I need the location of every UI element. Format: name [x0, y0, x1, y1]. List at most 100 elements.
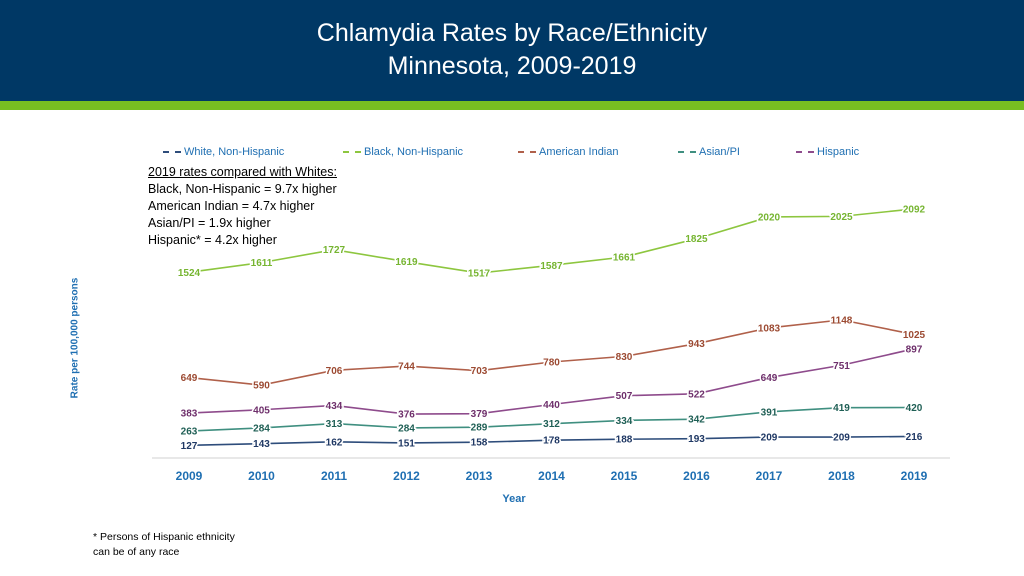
data-label: 1619 — [395, 257, 418, 268]
data-label: 284 — [253, 423, 270, 434]
legend-item-white: White, Non-Hispanic — [163, 146, 284, 158]
data-label: 151 — [398, 438, 415, 449]
data-label: 1825 — [685, 234, 708, 245]
x-axis-label: Year — [502, 493, 526, 505]
x-tick-label: 2011 — [321, 469, 347, 483]
x-tick-label: 2019 — [901, 469, 928, 483]
data-label: 284 — [398, 423, 415, 434]
data-label: 1727 — [323, 245, 346, 256]
data-label: 379 — [471, 409, 488, 420]
data-label: 127 — [181, 441, 198, 452]
data-label: 342 — [688, 415, 705, 426]
notes-heading: 2019 rates compared with Whites: — [148, 165, 337, 179]
series-line-black-non-hispanic — [188, 208, 915, 274]
note-line: Black, Non-Hispanic = 9.7x higher — [148, 182, 337, 196]
data-label: 405 — [253, 405, 270, 416]
data-label: 2092 — [903, 204, 926, 215]
data-label: 434 — [326, 401, 343, 412]
data-label: 158 — [471, 438, 488, 449]
x-tick-label: 2016 — [683, 469, 710, 483]
legend-item-american-indian: American Indian — [518, 146, 619, 158]
y-axis-label: Rate per 100,000 persons — [69, 277, 81, 399]
data-label: 188 — [616, 435, 633, 446]
legend-swatch — [343, 151, 361, 154]
data-label: 751 — [833, 361, 850, 372]
data-label: 1587 — [540, 261, 563, 272]
series-line-white-non-hispanic — [188, 435, 915, 447]
page-title: Chlamydia Rates by Race/Ethnicity — [316, 19, 708, 47]
data-label: 703 — [471, 366, 488, 377]
data-label: 1148 — [831, 315, 853, 326]
x-tick-label: 2018 — [828, 469, 855, 483]
data-label: 376 — [398, 410, 415, 421]
footnote-line: can be of any race — [93, 546, 180, 558]
x-tick-label: 2014 — [538, 469, 565, 483]
data-label: 1083 — [758, 323, 781, 334]
note-line: Asian/PI = 1.9x higher — [148, 216, 271, 230]
comparison-notes: 2019 rates compared with Whites: Black, … — [148, 164, 337, 249]
data-label: 1517 — [468, 269, 491, 280]
note-line: Hispanic* = 4.2x higher — [148, 233, 277, 247]
data-label: 1025 — [903, 330, 926, 341]
data-label: 162 — [326, 437, 343, 448]
x-tick-label: 2017 — [756, 469, 783, 483]
note-line: American Indian = 4.7x higher — [148, 199, 315, 213]
data-label: 780 — [543, 358, 560, 369]
legend-label: Black, Non-Hispanic — [364, 146, 464, 158]
legend-swatch — [796, 151, 814, 154]
data-label: 507 — [616, 391, 633, 402]
legend-item-asian-pi: Asian/PI — [678, 146, 740, 158]
data-label: 419 — [833, 403, 850, 414]
data-label: 1661 — [613, 253, 636, 264]
x-tick-label: 2012 — [393, 469, 420, 483]
legend-label: White, Non-Hispanic — [184, 146, 285, 158]
data-label: 943 — [688, 339, 705, 350]
legend-swatch — [678, 151, 696, 154]
legend-label: Hispanic — [817, 146, 860, 158]
legend-label: American Indian — [539, 146, 619, 158]
data-label: 313 — [326, 419, 343, 430]
data-label: 263 — [181, 427, 198, 438]
data-label: 744 — [398, 362, 415, 373]
page-subtitle: Minnesota, 2009-2019 — [387, 52, 637, 80]
data-label: 649 — [761, 373, 778, 384]
data-label: 216 — [906, 432, 923, 443]
data-label: 420 — [906, 403, 923, 414]
footnote-line: * Persons of Hispanic ethnicity — [93, 531, 235, 543]
accent-bar — [0, 101, 1024, 110]
data-label: 830 — [616, 352, 633, 363]
chart-legend: White, Non-Hispanic Black, Non-Hispanic … — [0, 146, 1024, 160]
legend-swatch — [518, 151, 536, 154]
data-label: 440 — [543, 400, 560, 411]
data-label: 2025 — [830, 212, 853, 223]
legend-label: Asian/PI — [699, 146, 740, 158]
data-label: 193 — [688, 434, 705, 445]
data-label: 522 — [688, 389, 705, 400]
data-label: 1611 — [251, 258, 273, 269]
data-label: 391 — [761, 407, 778, 418]
legend-item-hispanic: Hispanic — [796, 146, 859, 158]
data-label: 178 — [543, 436, 560, 447]
x-tick-label: 2015 — [611, 469, 638, 483]
data-label: 334 — [616, 416, 633, 427]
legend-swatch — [163, 151, 181, 154]
title-banner: Chlamydia Rates by Race/Ethnicity Minnes… — [0, 0, 1024, 101]
data-label: 209 — [761, 433, 778, 444]
footnote: * Persons of Hispanic ethnicity can be o… — [93, 530, 235, 560]
data-label: 2020 — [758, 212, 781, 223]
data-label: 143 — [253, 439, 270, 450]
data-label: 1524 — [178, 268, 201, 279]
x-tick-label: 2009 — [176, 469, 203, 483]
data-label: 649 — [181, 373, 198, 384]
data-label: 897 — [906, 344, 923, 355]
series-line-asian-pi — [188, 406, 915, 432]
x-tick-label: 2013 — [466, 469, 493, 483]
data-label: 289 — [471, 423, 488, 434]
data-label: 706 — [326, 366, 343, 377]
series-line-american-indian — [188, 319, 915, 386]
data-label: 383 — [181, 409, 198, 420]
series-line-hispanic — [188, 348, 915, 415]
data-label: 312 — [543, 419, 560, 430]
data-label: 209 — [833, 433, 850, 444]
